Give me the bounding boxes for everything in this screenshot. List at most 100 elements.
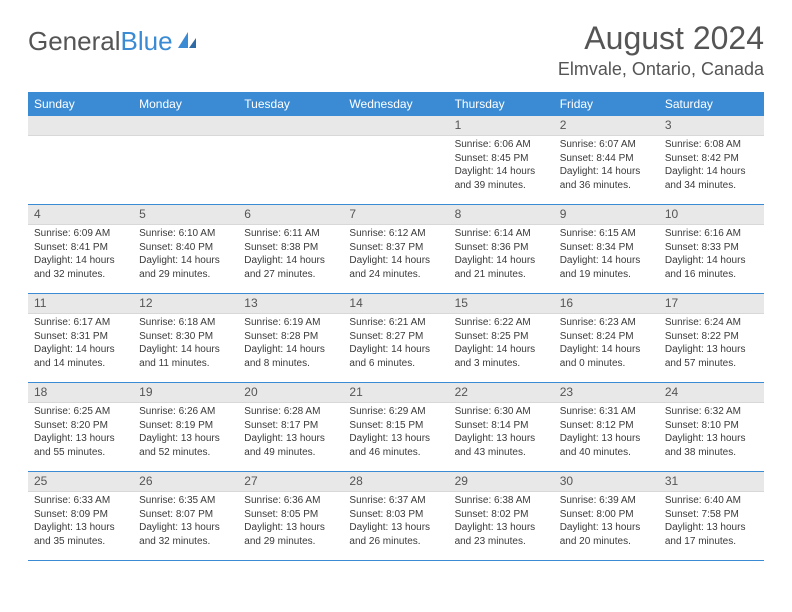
- day-body: Sunrise: 6:29 AMSunset: 8:15 PMDaylight:…: [343, 403, 448, 463]
- day-number: 25: [28, 472, 133, 492]
- day-line-d1: Daylight: 13 hours: [349, 522, 442, 535]
- day-line-d2: and 21 minutes.: [455, 269, 548, 282]
- day-number: 7: [343, 205, 448, 225]
- day-line-set: Sunset: 8:22 PM: [665, 331, 758, 344]
- day-line-d1: Daylight: 14 hours: [560, 255, 653, 268]
- calendar-cell: 23Sunrise: 6:31 AMSunset: 8:12 PMDayligh…: [554, 383, 659, 471]
- day-number: 3: [659, 116, 764, 136]
- day-line-d1: Daylight: 13 hours: [34, 433, 127, 446]
- day-line-d1: Daylight: 14 hours: [139, 344, 232, 357]
- day-line-d1: Daylight: 14 hours: [455, 344, 548, 357]
- day-number: 9: [554, 205, 659, 225]
- calendar-cell: [238, 116, 343, 204]
- day-line-d2: and 27 minutes.: [244, 269, 337, 282]
- day-number: 16: [554, 294, 659, 314]
- day-line-d1: Daylight: 13 hours: [665, 433, 758, 446]
- day-line-d2: and 19 minutes.: [560, 269, 653, 282]
- calendar-cell: 8Sunrise: 6:14 AMSunset: 8:36 PMDaylight…: [449, 205, 554, 293]
- calendar-cell: 15Sunrise: 6:22 AMSunset: 8:25 PMDayligh…: [449, 294, 554, 382]
- day-line-rise: Sunrise: 6:31 AM: [560, 406, 653, 419]
- day-body: Sunrise: 6:08 AMSunset: 8:42 PMDaylight:…: [659, 136, 764, 196]
- day-number: 15: [449, 294, 554, 314]
- header: GeneralBlue August 2024 Elmvale, Ontario…: [28, 20, 764, 80]
- day-body: Sunrise: 6:26 AMSunset: 8:19 PMDaylight:…: [133, 403, 238, 463]
- calendar-week-row: 25Sunrise: 6:33 AMSunset: 8:09 PMDayligh…: [28, 472, 764, 560]
- day-line-rise: Sunrise: 6:32 AM: [665, 406, 758, 419]
- day-line-d1: Daylight: 14 hours: [455, 255, 548, 268]
- day-body: Sunrise: 6:22 AMSunset: 8:25 PMDaylight:…: [449, 314, 554, 374]
- day-line-d1: Daylight: 14 hours: [560, 344, 653, 357]
- day-line-rise: Sunrise: 6:29 AM: [349, 406, 442, 419]
- month-title: August 2024: [558, 20, 764, 57]
- day-body: Sunrise: 6:15 AMSunset: 8:34 PMDaylight:…: [554, 225, 659, 285]
- day-line-rise: Sunrise: 6:14 AM: [455, 228, 548, 241]
- day-body: Sunrise: 6:28 AMSunset: 8:17 PMDaylight:…: [238, 403, 343, 463]
- day-number: [133, 116, 238, 136]
- day-line-rise: Sunrise: 6:18 AM: [139, 317, 232, 330]
- weekday-header: Thursday: [449, 92, 554, 116]
- day-line-set: Sunset: 8:36 PM: [455, 242, 548, 255]
- calendar-cell: 7Sunrise: 6:12 AMSunset: 8:37 PMDaylight…: [343, 205, 448, 293]
- day-body: Sunrise: 6:23 AMSunset: 8:24 PMDaylight:…: [554, 314, 659, 374]
- calendar-cell: 25Sunrise: 6:33 AMSunset: 8:09 PMDayligh…: [28, 472, 133, 560]
- day-number: 6: [238, 205, 343, 225]
- day-line-set: Sunset: 7:58 PM: [665, 509, 758, 522]
- day-line-d1: Daylight: 13 hours: [139, 522, 232, 535]
- calendar-week-row: 4Sunrise: 6:09 AMSunset: 8:41 PMDaylight…: [28, 205, 764, 293]
- day-line-d1: Daylight: 13 hours: [455, 522, 548, 535]
- day-number: 10: [659, 205, 764, 225]
- day-line-d1: Daylight: 13 hours: [244, 433, 337, 446]
- day-line-d2: and 46 minutes.: [349, 447, 442, 460]
- day-line-set: Sunset: 8:27 PM: [349, 331, 442, 344]
- calendar-cell: 17Sunrise: 6:24 AMSunset: 8:22 PMDayligh…: [659, 294, 764, 382]
- calendar-cell: 9Sunrise: 6:15 AMSunset: 8:34 PMDaylight…: [554, 205, 659, 293]
- day-line-d2: and 32 minutes.: [139, 536, 232, 549]
- day-line-rise: Sunrise: 6:23 AM: [560, 317, 653, 330]
- day-line-set: Sunset: 8:44 PM: [560, 153, 653, 166]
- day-line-d1: Daylight: 14 hours: [34, 344, 127, 357]
- day-line-d1: Daylight: 14 hours: [455, 166, 548, 179]
- calendar-cell: 16Sunrise: 6:23 AMSunset: 8:24 PMDayligh…: [554, 294, 659, 382]
- day-line-d2: and 32 minutes.: [34, 269, 127, 282]
- day-body: Sunrise: 6:31 AMSunset: 8:12 PMDaylight:…: [554, 403, 659, 463]
- day-line-d1: Daylight: 14 hours: [349, 344, 442, 357]
- day-line-rise: Sunrise: 6:37 AM: [349, 495, 442, 508]
- day-line-d2: and 20 minutes.: [560, 536, 653, 549]
- calendar-cell: 11Sunrise: 6:17 AMSunset: 8:31 PMDayligh…: [28, 294, 133, 382]
- day-line-d1: Daylight: 14 hours: [139, 255, 232, 268]
- day-number: 13: [238, 294, 343, 314]
- day-line-rise: Sunrise: 6:39 AM: [560, 495, 653, 508]
- day-line-set: Sunset: 8:24 PM: [560, 331, 653, 344]
- day-line-d1: Daylight: 13 hours: [349, 433, 442, 446]
- day-line-set: Sunset: 8:30 PM: [139, 331, 232, 344]
- day-line-d2: and 0 minutes.: [560, 358, 653, 371]
- weekday-header-row: SundayMondayTuesdayWednesdayThursdayFrid…: [28, 92, 764, 116]
- day-body: Sunrise: 6:33 AMSunset: 8:09 PMDaylight:…: [28, 492, 133, 552]
- day-line-set: Sunset: 8:25 PM: [455, 331, 548, 344]
- day-line-rise: Sunrise: 6:22 AM: [455, 317, 548, 330]
- calendar-cell: 31Sunrise: 6:40 AMSunset: 7:58 PMDayligh…: [659, 472, 764, 560]
- day-line-rise: Sunrise: 6:08 AM: [665, 139, 758, 152]
- day-body: Sunrise: 6:40 AMSunset: 7:58 PMDaylight:…: [659, 492, 764, 552]
- day-line-d2: and 11 minutes.: [139, 358, 232, 371]
- day-line-set: Sunset: 8:41 PM: [34, 242, 127, 255]
- day-line-d2: and 49 minutes.: [244, 447, 337, 460]
- calendar-cell: 6Sunrise: 6:11 AMSunset: 8:38 PMDaylight…: [238, 205, 343, 293]
- day-line-rise: Sunrise: 6:07 AM: [560, 139, 653, 152]
- day-line-set: Sunset: 8:05 PM: [244, 509, 337, 522]
- day-body: Sunrise: 6:21 AMSunset: 8:27 PMDaylight:…: [343, 314, 448, 374]
- day-line-d2: and 29 minutes.: [244, 536, 337, 549]
- day-line-d1: Daylight: 14 hours: [349, 255, 442, 268]
- day-body: Sunrise: 6:35 AMSunset: 8:07 PMDaylight:…: [133, 492, 238, 552]
- day-line-d1: Daylight: 14 hours: [665, 255, 758, 268]
- day-number: [343, 116, 448, 136]
- day-line-set: Sunset: 8:19 PM: [139, 420, 232, 433]
- calendar-week-row: 11Sunrise: 6:17 AMSunset: 8:31 PMDayligh…: [28, 294, 764, 382]
- day-line-set: Sunset: 8:03 PM: [349, 509, 442, 522]
- day-line-d1: Daylight: 14 hours: [244, 255, 337, 268]
- calendar-week-row: 1Sunrise: 6:06 AMSunset: 8:45 PMDaylight…: [28, 116, 764, 204]
- day-line-rise: Sunrise: 6:38 AM: [455, 495, 548, 508]
- calendar-cell: 24Sunrise: 6:32 AMSunset: 8:10 PMDayligh…: [659, 383, 764, 471]
- day-body: Sunrise: 6:25 AMSunset: 8:20 PMDaylight:…: [28, 403, 133, 463]
- day-line-set: Sunset: 8:28 PM: [244, 331, 337, 344]
